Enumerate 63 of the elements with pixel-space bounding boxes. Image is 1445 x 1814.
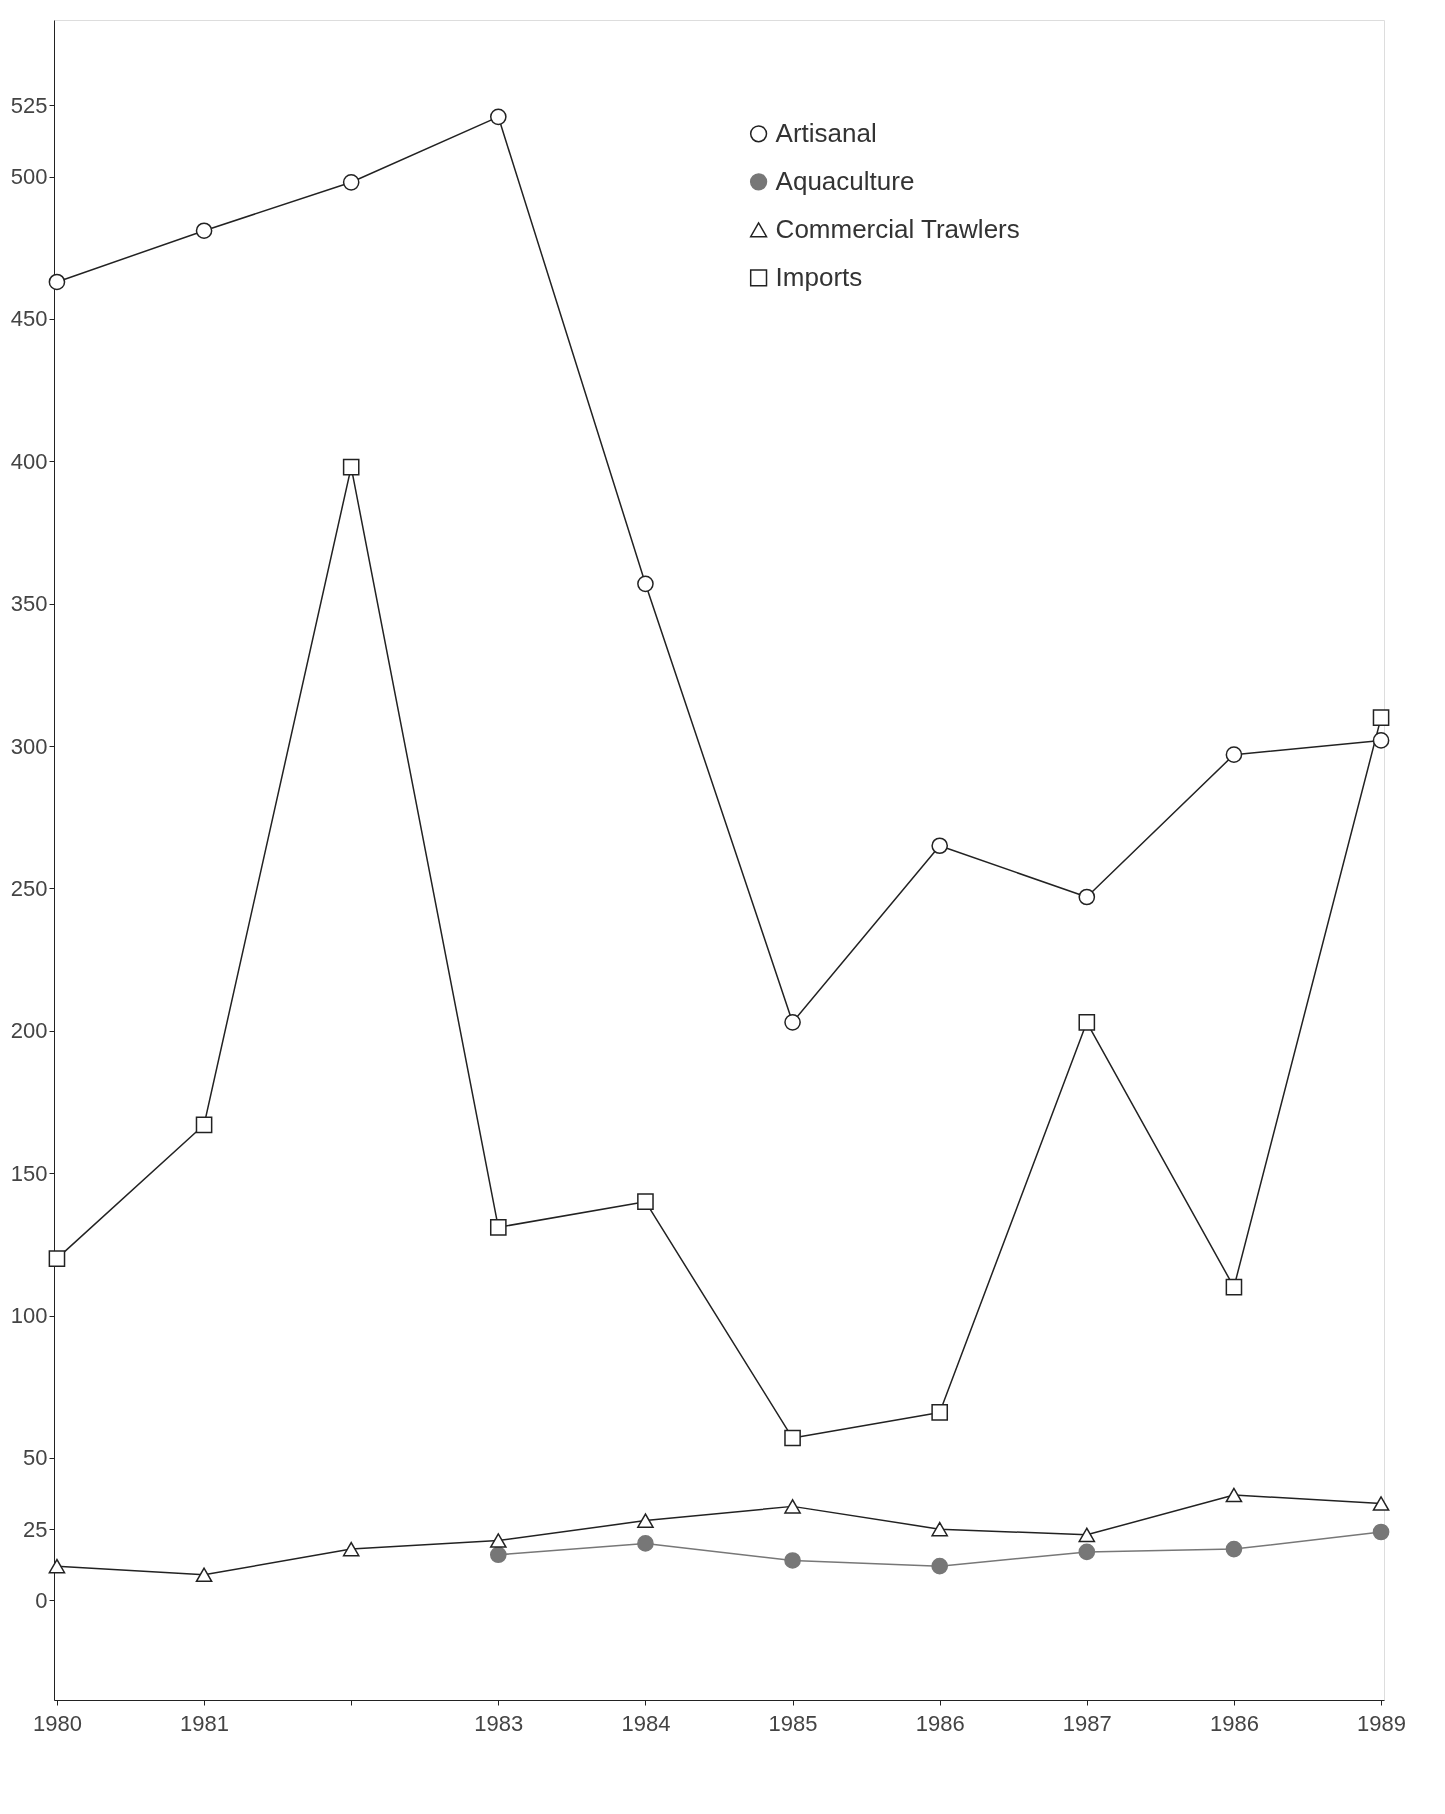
point [195, 1116, 213, 1134]
point [489, 1533, 507, 1548]
point [637, 575, 654, 593]
point [637, 1193, 654, 1211]
x-tick-label: 1985 [768, 1710, 818, 1736]
point [931, 1557, 949, 1575]
x-tick-label: 1986 [915, 1710, 965, 1736]
point [1372, 709, 1390, 726]
point [637, 1535, 654, 1552]
point [784, 1552, 801, 1569]
point [489, 1218, 507, 1236]
point [48, 273, 66, 291]
y-tick-label: 450 [10, 306, 48, 332]
point [1372, 1496, 1390, 1511]
y-tick-label: 250 [10, 875, 48, 901]
point [1078, 1527, 1096, 1543]
y-tick-label: 200 [10, 1018, 48, 1044]
x-tick-label: 1984 [621, 1710, 671, 1736]
legend-label: Aquaculture [775, 165, 915, 196]
point [1078, 1543, 1096, 1561]
point [342, 458, 360, 476]
point [195, 1567, 213, 1583]
point [1225, 1487, 1243, 1503]
x-tick-label: 1989 [1357, 1710, 1407, 1736]
y-tick-label: 0 [35, 1587, 48, 1613]
y-tick-label: 500 [10, 164, 48, 190]
point [1225, 1540, 1243, 1558]
y-tick-label: 150 [10, 1160, 48, 1186]
point [931, 1521, 949, 1537]
x-tick-label: 1981 [180, 1710, 230, 1736]
y-tick-label: 525 [10, 92, 48, 118]
point [637, 1513, 654, 1528]
y-tick-label: 100 [10, 1303, 48, 1329]
y-tick-label: 400 [10, 448, 48, 474]
point [1225, 1278, 1243, 1296]
point [1225, 746, 1243, 763]
point [195, 222, 213, 240]
point [1078, 888, 1096, 906]
point [342, 173, 360, 191]
point [489, 108, 507, 126]
point [48, 1558, 66, 1574]
point [931, 837, 949, 855]
point [1078, 1013, 1096, 1031]
legend-label: Commercial Trawlers [775, 213, 1020, 244]
point [784, 1013, 801, 1031]
point [1372, 732, 1390, 749]
point [784, 1499, 801, 1514]
point [931, 1404, 949, 1421]
x-tick-label: 1986 [1209, 1710, 1259, 1736]
point [342, 1541, 360, 1557]
y-tick-label: 300 [10, 733, 48, 759]
x-tick-label: 1980 [32, 1710, 82, 1736]
y-tick-label: 25 [23, 1516, 48, 1542]
x-tick-label: 1987 [1062, 1710, 1112, 1736]
point [784, 1429, 801, 1447]
point [489, 1546, 507, 1564]
legend-label: Artisanal [775, 117, 877, 148]
point [48, 1250, 66, 1267]
x-tick-label: 1983 [474, 1710, 524, 1736]
y-tick-label: 50 [23, 1445, 48, 1471]
legend-label: Imports [775, 261, 863, 292]
point [1372, 1523, 1390, 1541]
y-tick-label: 350 [10, 591, 48, 617]
